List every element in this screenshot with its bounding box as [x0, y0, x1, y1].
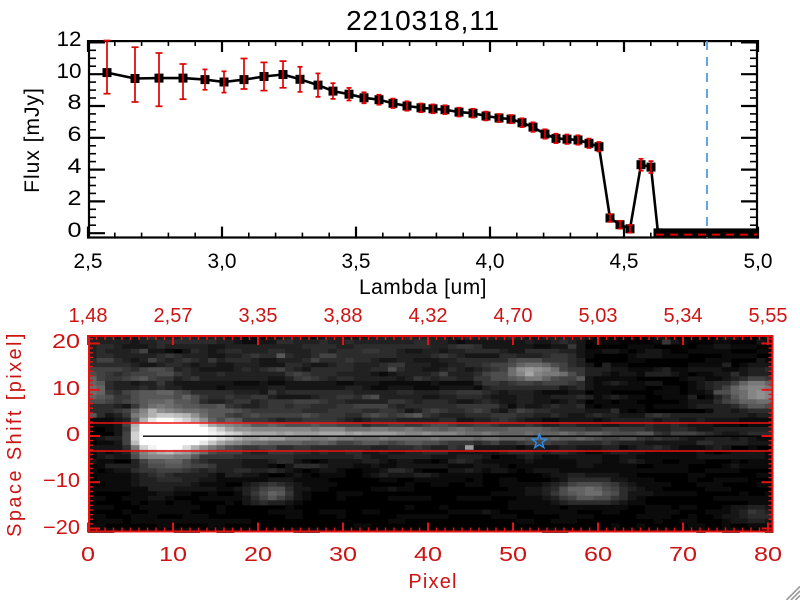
svg-text:5,03: 5,03 [579, 305, 618, 327]
svg-text:5,55: 5,55 [749, 305, 788, 327]
svg-text:10: 10 [159, 544, 187, 566]
svg-text:2,5: 2,5 [74, 250, 103, 273]
svg-text:4,70: 4,70 [494, 305, 533, 327]
svg-text:0: 0 [68, 219, 82, 242]
svg-text:4,0: 4,0 [476, 250, 505, 273]
svg-text:4,5: 4,5 [610, 250, 639, 273]
svg-text:−20: −20 [43, 517, 80, 539]
svg-text:0: 0 [66, 424, 80, 446]
svg-text:3,5: 3,5 [342, 250, 371, 273]
svg-text:80: 80 [754, 544, 782, 566]
svg-text:20: 20 [244, 544, 272, 566]
svg-text:50: 50 [499, 544, 527, 566]
svg-text:Pixel: Pixel [408, 571, 457, 593]
svg-text:0: 0 [81, 544, 95, 566]
svg-text:10: 10 [52, 378, 80, 400]
svg-text:5,34: 5,34 [664, 305, 703, 327]
svg-text:4,32: 4,32 [409, 305, 448, 327]
svg-text:2,57: 2,57 [154, 305, 193, 327]
svg-text:Flux [mJy]: Flux [mJy] [21, 87, 44, 193]
svg-text:3,35: 3,35 [239, 305, 278, 327]
svg-text:8: 8 [68, 91, 82, 114]
svg-text:Lambda [um]: Lambda [um] [359, 276, 487, 299]
svg-text:40: 40 [414, 544, 442, 566]
svg-text:2: 2 [68, 187, 82, 210]
svg-text:3,88: 3,88 [324, 305, 363, 327]
svg-text:4: 4 [68, 155, 82, 178]
svg-text:20: 20 [52, 331, 80, 353]
svg-text:5,0: 5,0 [744, 250, 773, 273]
svg-text:30: 30 [329, 544, 357, 566]
svg-text:70: 70 [669, 544, 697, 566]
svg-text:12: 12 [57, 28, 82, 51]
svg-text:10: 10 [57, 60, 82, 83]
svg-text:2210318,11: 2210318,11 [346, 5, 500, 36]
svg-text:6: 6 [68, 123, 82, 146]
svg-text:Space Shift [pixel]: Space Shift [pixel] [4, 331, 26, 537]
svg-text:1,48: 1,48 [69, 305, 108, 327]
svg-text:3,0: 3,0 [208, 250, 237, 273]
svg-text:60: 60 [584, 544, 612, 566]
svg-text:−10: −10 [43, 470, 80, 492]
